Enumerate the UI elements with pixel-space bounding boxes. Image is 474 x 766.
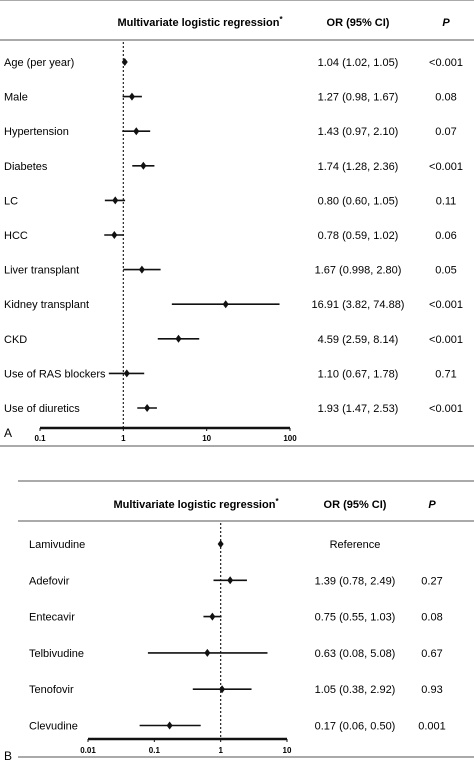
header-method: Multivariate logistic regression* — [113, 497, 279, 511]
x-tick-label: 0.1 — [149, 746, 161, 755]
row-label: Use of diuretics — [4, 403, 80, 415]
or-ci-text: 1.74 (1.28, 2.36) — [318, 161, 399, 173]
or-ci-text: 1.10 (0.67, 1.78) — [318, 368, 399, 380]
row-label: Lamivudine — [29, 539, 85, 551]
or-point — [144, 404, 151, 412]
row-label: Kidney transplant — [4, 299, 89, 311]
or-ci-text: 1.04 (1.02, 1.05) — [318, 57, 399, 69]
p-value: 0.11 — [436, 195, 457, 207]
or-point — [209, 612, 216, 621]
row-label: CKD — [4, 334, 27, 346]
x-tick-label: 10 — [283, 746, 292, 755]
or-point — [222, 300, 229, 309]
or-point — [219, 685, 226, 694]
p-value: 0.27 — [421, 575, 442, 587]
or-ci-text: 0.80 (0.60, 1.05) — [318, 195, 399, 207]
p-value: 0.08 — [435, 92, 456, 104]
p-value: <0.001 — [429, 161, 463, 173]
or-ci-text: 0.17 (0.06, 0.50) — [315, 721, 396, 733]
or-point — [166, 721, 173, 730]
panel-label: B — [4, 749, 12, 763]
header-method-text: Multivariate logistic regression — [113, 499, 275, 511]
or-ci-text: 4.59 (2.59, 8.14) — [318, 334, 399, 346]
header-or: OR (95% CI) — [324, 499, 387, 511]
row-label: Adefovir — [29, 575, 70, 587]
or-point — [227, 576, 234, 585]
or-point — [128, 92, 135, 101]
header-or: OR (95% CI) — [327, 17, 390, 29]
or-ci-text: 1.05 (0.38, 2.92) — [315, 684, 396, 696]
or-ci-text: 1.27 (0.98, 1.67) — [318, 92, 399, 104]
row-label: Liver transplant — [4, 265, 79, 277]
p-value: <0.001 — [429, 403, 463, 415]
row-label: Diabetes — [4, 161, 48, 173]
p-value: <0.001 — [429, 299, 463, 311]
or-point — [133, 127, 140, 136]
p-value: <0.001 — [429, 57, 463, 69]
p-value: 0.05 — [435, 265, 456, 277]
row-label: Use of RAS blockers — [4, 368, 106, 380]
or-point — [138, 265, 145, 274]
or-point — [140, 161, 147, 170]
or-point — [204, 648, 211, 657]
x-tick-label: 0.1 — [34, 434, 46, 443]
or-ci-text: Reference — [330, 539, 381, 551]
row-label: LC — [4, 195, 18, 207]
or-ci-text: 1.67 (0.998, 2.80) — [315, 265, 402, 277]
or-point — [175, 334, 182, 343]
or-point — [121, 58, 128, 66]
or-ci-text: 1.93 (1.47, 2.53) — [318, 403, 399, 415]
x-tick-label: 0.01 — [80, 746, 96, 755]
or-point — [111, 231, 118, 239]
header-p: P — [442, 17, 450, 29]
row-label: Age (per year) — [4, 57, 74, 69]
header-method-text: Multivariate logistic regression — [117, 17, 279, 29]
row-label: Male — [4, 92, 28, 104]
header-method-suffix: * — [279, 15, 283, 24]
x-tick-label: 10 — [202, 434, 211, 443]
p-value: 0.71 — [435, 368, 456, 380]
header-method: Multivariate logistic regression* — [117, 15, 283, 29]
or-point — [123, 369, 130, 378]
header-p: P — [428, 499, 436, 511]
x-tick-label: 100 — [283, 434, 297, 443]
or-ci-text: 1.43 (0.97, 2.10) — [318, 126, 399, 138]
p-value: 0.07 — [435, 126, 456, 138]
p-value: 0.001 — [418, 721, 446, 733]
p-value: 0.93 — [421, 684, 442, 696]
x-tick-label: 1 — [121, 434, 126, 443]
row-label: Tenofovir — [29, 684, 74, 696]
p-value: 0.67 — [421, 648, 442, 660]
row-label: HCC — [4, 230, 28, 242]
or-ci-text: 0.63 (0.08, 5.08) — [315, 648, 396, 660]
p-value: 0.08 — [421, 612, 442, 624]
or-ci-text: 0.78 (0.59, 1.02) — [318, 230, 399, 242]
or-ci-text: 1.39 (0.78, 2.49) — [315, 575, 396, 587]
or-ci-text: 0.75 (0.55, 1.03) — [315, 612, 396, 624]
p-value: <0.001 — [429, 334, 463, 346]
or-point — [112, 196, 119, 205]
or-ci-text: 16.91 (3.82, 74.88) — [312, 299, 405, 311]
header-method-suffix: * — [275, 497, 279, 506]
row-label: Clevudine — [29, 721, 78, 733]
row-label: Hypertension — [4, 126, 69, 138]
or-point — [217, 540, 224, 548]
p-value: 0.06 — [435, 230, 456, 242]
row-label: Entecavir — [29, 612, 75, 624]
panel-label: A — [4, 426, 12, 440]
x-tick-label: 1 — [218, 746, 223, 755]
row-label: Telbivudine — [29, 648, 84, 660]
